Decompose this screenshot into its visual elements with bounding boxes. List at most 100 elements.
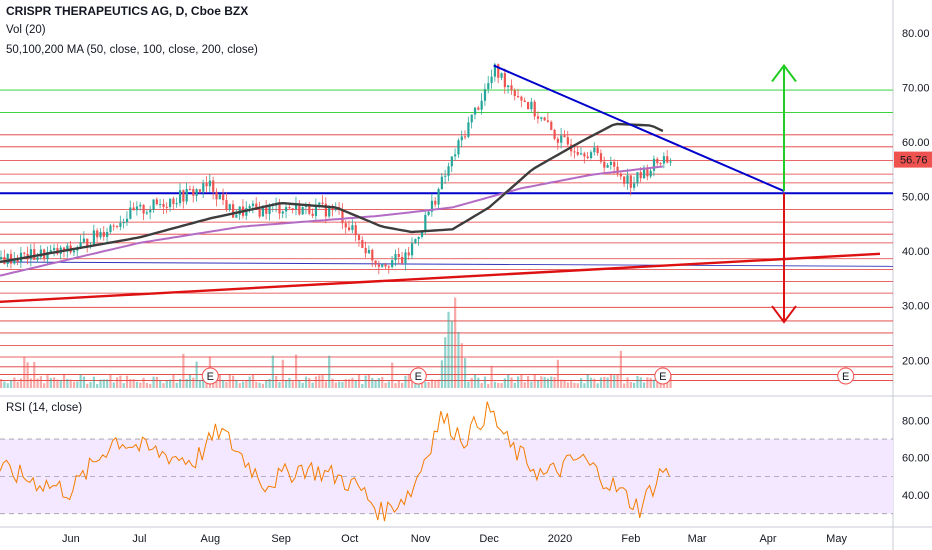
candle-body: [636, 172, 639, 184]
candle-body: [46, 251, 49, 260]
volume-bar: [642, 382, 646, 388]
candle-body: [33, 249, 36, 260]
candle-body: [659, 163, 662, 165]
candle-body: [407, 252, 410, 256]
volume-bar: [175, 382, 178, 388]
volume-bar: [23, 356, 26, 388]
volume-bar: [129, 379, 132, 388]
candle-body: [53, 248, 56, 251]
volume-bar: [268, 379, 271, 388]
candle-body: [198, 189, 202, 192]
candle-body: [135, 206, 139, 211]
volume-bar: [540, 376, 543, 388]
volume-bar: [633, 382, 636, 388]
earnings-marker: [201, 367, 219, 385]
candle-body: [497, 64, 500, 78]
volume-bar: [374, 380, 377, 388]
volume-bar: [576, 383, 579, 388]
candle-body: [294, 203, 298, 210]
volume-bar: [19, 378, 23, 388]
candle-body: [404, 252, 407, 264]
volume-bar: [288, 377, 291, 388]
candle-body: [616, 166, 619, 174]
volume-bar: [510, 377, 513, 388]
volume-bar: [135, 381, 139, 388]
volume-bar: [639, 377, 642, 388]
candle-body: [251, 203, 255, 207]
candle-body: [560, 135, 563, 143]
volume-bar: [371, 377, 374, 388]
candle-body: [72, 250, 76, 253]
volume-bar: [9, 379, 13, 388]
price-tick-label: 20.00: [902, 355, 930, 367]
volume-bar: [480, 383, 483, 388]
earnings-marker: [837, 367, 855, 385]
volume-bar: [457, 331, 460, 388]
candle-body: [301, 207, 304, 215]
volume-bar: [556, 359, 559, 388]
candle-body: [517, 96, 520, 98]
volume-bar: [66, 379, 69, 388]
candle-body: [626, 175, 629, 184]
volume-bar: [271, 355, 274, 388]
volume-bar: [391, 362, 394, 388]
volume-bar: [96, 383, 99, 388]
candle-body: [76, 248, 79, 251]
volume-bar: [235, 379, 238, 388]
candle-body: [424, 214, 427, 231]
volume-bar: [341, 381, 344, 388]
candle-body: [86, 238, 89, 247]
candle-body: [493, 64, 497, 77]
candle-body: [238, 206, 241, 215]
candle-body: [268, 206, 271, 214]
volume-bar: [629, 381, 632, 388]
candle-body: [666, 156, 669, 163]
volume-bar: [86, 383, 89, 388]
candle-body: [427, 211, 430, 215]
candle-body: [596, 147, 599, 154]
candle-body: [212, 180, 215, 192]
earnings-marker-label: E: [659, 371, 666, 383]
candle-body: [387, 266, 390, 268]
candle-body: [202, 183, 205, 192]
volume-bar: [69, 379, 72, 388]
candle-body: [6, 253, 9, 264]
volume-bar: [487, 383, 490, 388]
candle-body: [394, 254, 397, 261]
volume-bar: [238, 383, 241, 388]
candle-body: [629, 175, 632, 188]
candle-body: [510, 85, 513, 91]
volume-bar: [570, 381, 573, 388]
candle-body: [540, 117, 543, 119]
candle-body: [523, 100, 526, 103]
candle-body: [437, 189, 440, 205]
candle-body: [357, 235, 361, 240]
candle-body: [550, 121, 553, 130]
volume-bar: [222, 380, 225, 388]
volume-bar: [477, 377, 480, 388]
volume-bar: [82, 376, 86, 388]
candle-body: [609, 161, 613, 165]
candle-body: [599, 153, 603, 162]
candle-body: [420, 230, 424, 237]
volume-bar: [251, 374, 255, 388]
candle-body: [450, 156, 453, 167]
candle-body: [344, 223, 347, 228]
volume-bar: [377, 378, 381, 388]
volume-bar: [656, 378, 659, 388]
candle-body: [235, 214, 238, 218]
volume-bar: [331, 378, 334, 388]
candle-body: [99, 231, 102, 238]
candle-body: [195, 189, 198, 196]
volume-bar: [328, 355, 331, 388]
candle-body: [460, 136, 463, 141]
volume-bar: [566, 382, 569, 388]
volume-bar: [152, 376, 155, 388]
candle-body: [477, 107, 480, 110]
volume-bar: [603, 376, 606, 388]
candle-body: [192, 189, 195, 196]
volume-bar: [626, 377, 629, 388]
volume-bar: [79, 374, 82, 388]
volume-bar: [241, 381, 245, 388]
